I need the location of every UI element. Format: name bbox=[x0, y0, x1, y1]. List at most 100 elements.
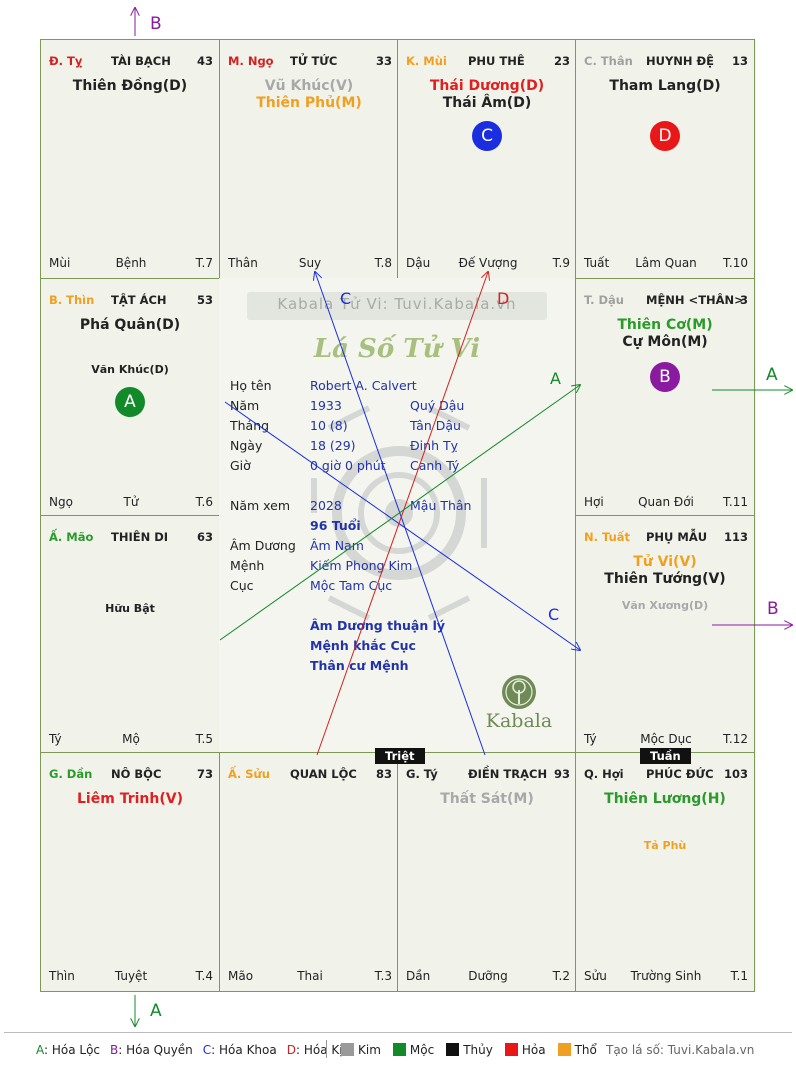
palace-name: PHÚC ĐỨC bbox=[646, 767, 714, 781]
palace-cell-ty2: G. Tý ĐIỀN TRẠCH 93 Thất Sát(M) Dần Dưỡng T.2 bbox=[397, 752, 577, 992]
credit-text: Tạo lá số: Tuvi.Kabala.vn bbox=[606, 1043, 755, 1057]
earthly-branch: Tý bbox=[49, 732, 62, 746]
info-value: 1933 bbox=[310, 398, 342, 413]
label-b-right: B bbox=[767, 599, 779, 619]
earthly-branch: Thân bbox=[228, 256, 258, 270]
heavenly-stem: C. Thân bbox=[584, 54, 633, 68]
legend-hoa-item: A: Hóa Lộc bbox=[36, 1043, 101, 1057]
heavenly-stem: B. Thìn bbox=[49, 293, 95, 307]
month-label: T.5 bbox=[195, 732, 213, 746]
hoa-khoa-line-1 bbox=[315, 272, 486, 756]
palace-age: 103 bbox=[723, 767, 748, 781]
life-stage: Thai bbox=[297, 969, 323, 983]
palace-cell-thin: B. Thìn TẬT ÁCH 53 Phá Quân(D) Văn Khúc(D) A N… bbox=[40, 278, 220, 518]
heavenly-stem: G. Tý bbox=[406, 767, 438, 781]
earthly-branch: Dậu bbox=[406, 256, 431, 270]
month-label: T.1 bbox=[730, 969, 748, 983]
main-star: Thiên Lương(H) bbox=[604, 791, 726, 807]
palace-cell-ty: Đ. Tỵ TÀI BẠCH 43 Thiên Đồng(D) Mùi Bệnh T.7 bbox=[40, 39, 220, 279]
palace-name: PHỤ MẪU bbox=[646, 530, 708, 544]
heavenly-stem: T. Dậu bbox=[584, 293, 624, 307]
palace-name: TẬT ÁCH bbox=[111, 293, 167, 307]
earthly-branch: Tuất bbox=[584, 256, 610, 270]
palace-cell-dan: G. Dần NÔ BỘC 73 Liêm Trinh(V) Thìn Tuyệt T.4 bbox=[40, 752, 220, 992]
info-label: Cục bbox=[230, 578, 254, 593]
month-label: T.9 bbox=[552, 256, 570, 270]
life-stage: Mộ bbox=[122, 732, 140, 746]
palace-cell-suu: Ấ. Sửu QUAN LỘC 83 Mão Thai T.3 bbox=[219, 752, 399, 992]
label-a-right: A bbox=[766, 365, 778, 385]
minor-star: Hữu Bật bbox=[105, 602, 155, 615]
hoa-badge: B bbox=[650, 362, 680, 392]
palace-name: HUYNH ĐỆ bbox=[646, 54, 715, 68]
info-value: 2028 bbox=[310, 498, 342, 513]
element-swatch bbox=[341, 1043, 354, 1056]
label-c-2: C bbox=[548, 605, 559, 624]
info-value-can-chi: Tân Dậu bbox=[410, 418, 461, 433]
legend-element-item: Kim bbox=[341, 1043, 381, 1057]
life-stage: Suy bbox=[298, 256, 322, 270]
legend-hoa-item: D: Hóa Kị bbox=[286, 1043, 343, 1057]
month-label: T.12 bbox=[723, 732, 748, 746]
legend-separator bbox=[326, 1040, 327, 1058]
earthly-branch: Mùi bbox=[49, 256, 71, 270]
month-label: T.3 bbox=[374, 969, 392, 983]
kabala-logo-text: Kabala bbox=[485, 710, 553, 732]
age-value: 96 Tuổi bbox=[310, 518, 361, 533]
palace-age: 33 bbox=[375, 54, 392, 68]
legend-element-item: Thủy bbox=[446, 1043, 493, 1057]
earthly-branch: Thìn bbox=[49, 969, 75, 983]
info-value: 0 giờ 0 phút bbox=[310, 458, 386, 473]
palace-age: 113 bbox=[723, 530, 748, 544]
info-label: Năm xem bbox=[230, 498, 291, 513]
palace-age: 3 bbox=[739, 293, 748, 307]
earthly-branch: Sửu bbox=[584, 969, 607, 983]
hoa-ki-line bbox=[316, 272, 488, 756]
main-star: Cự Môn(M) bbox=[622, 334, 708, 350]
palace-age: 73 bbox=[196, 767, 213, 781]
chart-note: Mệnh khắc Cục bbox=[310, 638, 416, 653]
heavenly-stem: Ấ. Mão bbox=[49, 530, 94, 544]
main-star: Thái Âm(D) bbox=[442, 95, 532, 111]
main-star: Thiên Đồng(D) bbox=[72, 78, 188, 94]
element-swatch bbox=[557, 1043, 571, 1056]
info-value: Kiếm Phong Kim bbox=[310, 558, 413, 573]
hoa-badge: C bbox=[472, 121, 502, 151]
month-label: T.6 bbox=[195, 495, 213, 509]
palace-age: 53 bbox=[196, 293, 213, 307]
element-swatch bbox=[392, 1043, 406, 1056]
label-c-1: C bbox=[340, 289, 351, 308]
legend-element-item: Hỏa bbox=[504, 1043, 546, 1057]
info-label: Tháng bbox=[230, 418, 270, 433]
heavenly-stem: G. Dần bbox=[49, 767, 93, 781]
hoa-badge: A bbox=[115, 387, 145, 417]
info-label: Ngày bbox=[230, 438, 263, 453]
palace-name: MỆNH <THÂN> bbox=[646, 293, 744, 307]
label-a-bottom: A bbox=[150, 1001, 162, 1021]
palace-age: 23 bbox=[553, 54, 570, 68]
info-label: Âm Dương bbox=[230, 538, 296, 553]
life-stage: Dưỡng bbox=[468, 969, 508, 983]
palace-name: TỬ TỨC bbox=[290, 54, 338, 68]
palace-age: 83 bbox=[375, 767, 392, 781]
earthly-branch: Mão bbox=[228, 969, 254, 983]
watermark-banner bbox=[247, 292, 547, 320]
info-label: Mệnh bbox=[230, 558, 265, 573]
legend-hoa-item: B: Hóa Quyền bbox=[110, 1043, 193, 1057]
legend-divider bbox=[4, 1032, 792, 1033]
tuan-tag: Tuần bbox=[640, 748, 691, 764]
palace-age: 63 bbox=[196, 530, 213, 544]
hoa-badge: D bbox=[650, 121, 680, 151]
label-a-center: A bbox=[550, 369, 561, 388]
info-value-can-chi: Canh Tý bbox=[410, 458, 460, 473]
heavenly-stem: Q. Hợi bbox=[584, 767, 624, 781]
main-star: Thiên Cơ(M) bbox=[617, 317, 713, 333]
heavenly-stem: N. Tuất bbox=[584, 530, 631, 544]
watermark-text: Kabala Tử Vi: Tuvi.Kabala.vn bbox=[277, 295, 517, 313]
main-star: Tử Vi(V) bbox=[633, 554, 697, 570]
info-label: Năm bbox=[230, 398, 260, 413]
info-value-can-chi: Quý Dậu bbox=[410, 398, 465, 413]
info-value-can-chi: Mậu Thân bbox=[410, 498, 472, 513]
palace-age: 43 bbox=[196, 54, 213, 68]
